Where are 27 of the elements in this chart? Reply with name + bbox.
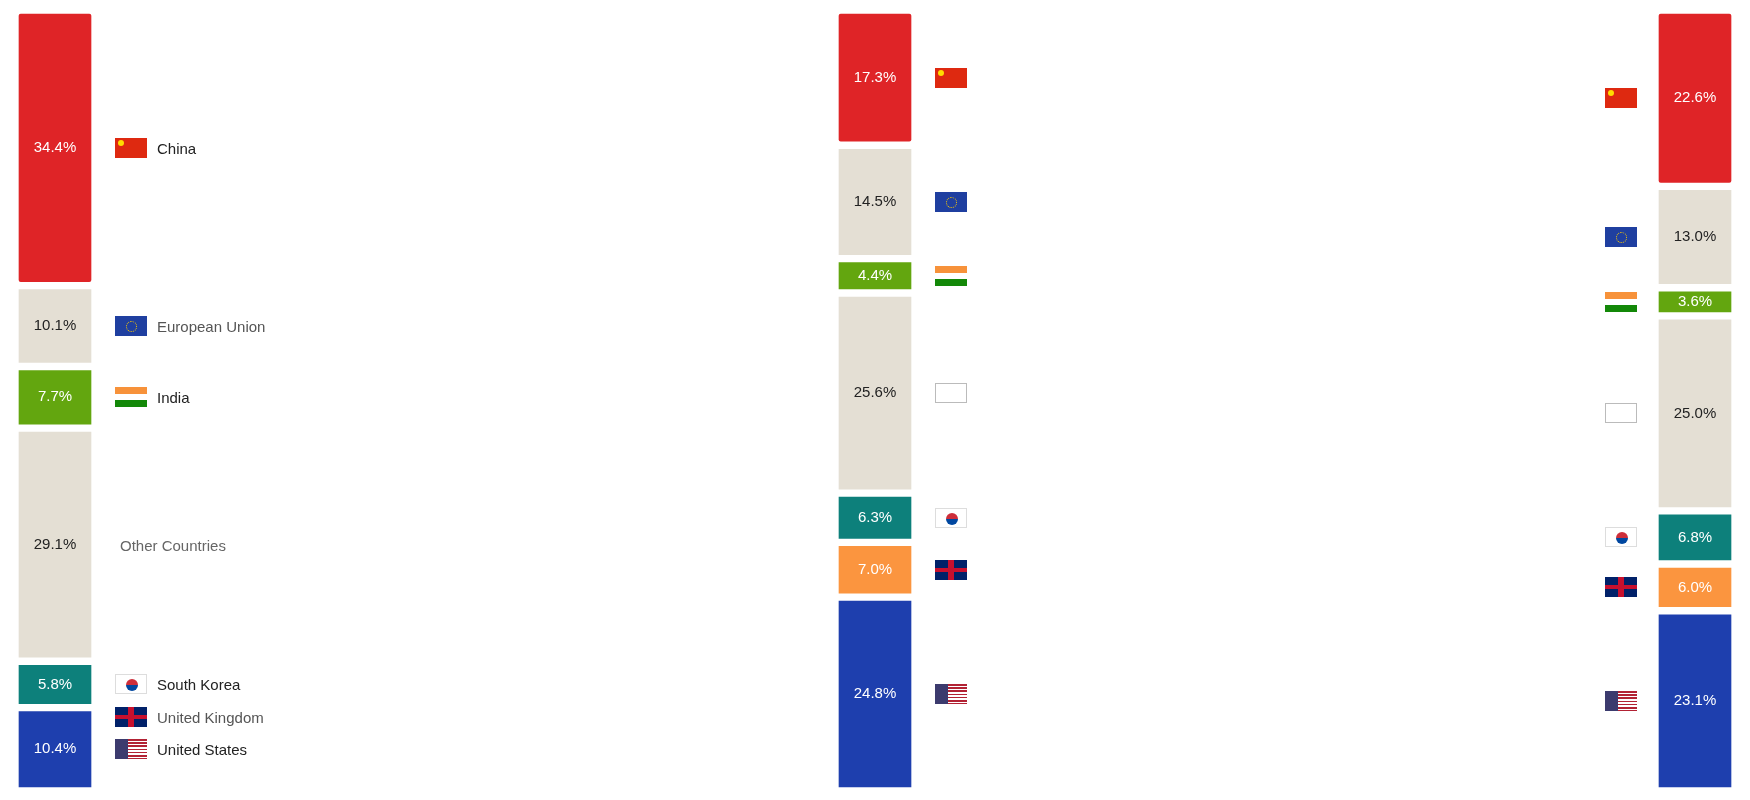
data-label: 10.1%: [33, 316, 77, 334]
data-label: 6.8%: [1677, 527, 1713, 545]
category-label: United Kingdom: [157, 708, 264, 726]
data-label: 24.8%: [853, 684, 897, 702]
data-label: 10.4%: [33, 739, 77, 757]
data-label: 23.1%: [1673, 691, 1717, 709]
data-label: 13.0%: [1673, 227, 1717, 245]
data-label: 7.0%: [857, 559, 893, 577]
category-label: India: [157, 388, 190, 406]
data-label: 34.4%: [33, 137, 77, 155]
category-label: China: [157, 139, 197, 157]
data-label: 14.5%: [853, 192, 897, 210]
category-label: Other Countries: [120, 536, 226, 554]
data-label: 4.4%: [857, 265, 893, 283]
data-label: 3.6%: [1677, 291, 1713, 309]
data-label: 5.8%: [37, 674, 73, 692]
category-label: European Union: [157, 317, 266, 335]
data-label: 17.3%: [853, 67, 897, 85]
data-label: 25.0%: [1673, 403, 1717, 421]
data-label: 7.7%: [37, 387, 73, 405]
data-label: 25.6%: [853, 383, 897, 401]
category-label: South Korea: [157, 675, 241, 693]
data-label: 29.1%: [33, 534, 77, 552]
data-label: 6.0%: [1677, 577, 1713, 595]
data-label: 22.6%: [1673, 88, 1717, 106]
category-label: United States: [157, 740, 248, 758]
data-label: 6.3%: [857, 507, 893, 525]
